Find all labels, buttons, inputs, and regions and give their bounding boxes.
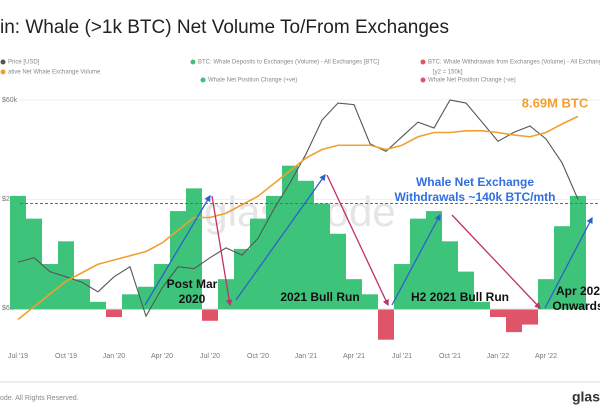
bar — [426, 211, 442, 310]
arrow — [326, 174, 389, 307]
arrows — [144, 173, 593, 309]
x-tick-label: Oct '20 — [247, 353, 269, 360]
legend-label: Whale Net Position Change (-ve) — [428, 78, 516, 84]
legend-swatch — [420, 59, 426, 65]
legend-swatch — [0, 69, 6, 75]
legend-label: BTC: Whale Withdrawals from Exchanges (V… — [428, 60, 600, 66]
bar — [122, 294, 138, 310]
arrow — [544, 216, 593, 309]
bar — [458, 271, 474, 310]
bar — [474, 301, 490, 310]
legend: Price [USD] ative Net Whale Exchange Volu… — [0, 59, 600, 84]
legend-swatch — [200, 77, 206, 83]
arrow — [391, 213, 441, 306]
annotation: Apr 202 — [556, 284, 600, 298]
arrow — [451, 214, 541, 309]
x-tick-label: Jan '21 — [295, 353, 317, 360]
bar — [170, 211, 186, 310]
legend-label: [y2 = 150k] — [433, 70, 463, 76]
bar — [362, 294, 378, 310]
legend-label: Whale Net Position Change (+ve) — [208, 78, 297, 84]
logo: glas — [572, 389, 600, 405]
bar — [522, 309, 538, 325]
legend-label: BTC: Whale Deposits to Exchanges (Volume… — [198, 60, 379, 66]
legend-label: ative Net Whale Exchange Volume — [8, 70, 101, 76]
x-tick-label: Jul '21 — [392, 353, 412, 360]
bar — [378, 309, 394, 340]
legend-swatch — [190, 59, 196, 65]
bar — [314, 203, 330, 310]
bar — [26, 218, 42, 310]
bar — [266, 195, 282, 310]
arrow — [235, 173, 326, 301]
footer: ode. All Rights Reserved. — [0, 395, 79, 402]
bar — [186, 188, 202, 310]
bar — [234, 248, 250, 310]
annotation: 8.69M BTC — [522, 95, 589, 110]
bar — [154, 264, 170, 310]
x-tick-label: Oct '21 — [439, 353, 461, 360]
x-tick-label: Apr '20 — [151, 353, 173, 360]
bar — [346, 279, 362, 310]
x-tick-label: Oct '19 — [55, 353, 77, 360]
line — [17, 115, 579, 321]
annotation: H2 2021 Bull Run — [411, 290, 509, 304]
y-tick-label: $6k — [2, 305, 14, 312]
bar — [202, 309, 218, 321]
bar — [282, 165, 298, 310]
legend-swatch — [420, 77, 426, 83]
annotation: Onwards — [552, 299, 600, 313]
x-tick-label: Apr '21 — [343, 353, 365, 360]
y-tick-label: $60k — [2, 97, 18, 104]
bar — [250, 218, 266, 310]
x-tick-label: Jul '19 — [8, 353, 28, 360]
annotation: Whale Net Exchange — [416, 175, 534, 189]
chart-title: in: Whale (>1k BTC) Net Volume To/From E… — [0, 17, 449, 38]
bar — [42, 264, 58, 310]
x-tick-label: Jan '20 — [103, 353, 125, 360]
bar — [58, 241, 74, 310]
annotation: 2020 — [179, 292, 206, 306]
bar — [538, 279, 554, 310]
line — [17, 99, 579, 318]
bar — [410, 218, 426, 310]
bar — [330, 233, 346, 310]
bar — [570, 195, 586, 310]
annotation: 2021 Bull Run — [280, 290, 359, 304]
arrow — [144, 194, 211, 306]
bar — [74, 279, 90, 310]
bar — [106, 309, 122, 318]
bar — [442, 241, 458, 310]
bar — [298, 180, 314, 310]
legend-swatch — [0, 59, 6, 65]
x-tick-label: Apr '22 — [535, 353, 557, 360]
x-tick-label: Jan '22 — [487, 353, 509, 360]
annotation: Post Mar — [167, 277, 218, 291]
annotation: Withdrawals ~140k BTC/mth — [395, 190, 556, 204]
bar — [554, 226, 570, 310]
bar — [506, 309, 522, 333]
legend-label: Price [USD] — [8, 60, 40, 66]
bar — [10, 195, 26, 310]
x-tick-label: Jul '20 — [200, 353, 220, 360]
y-tick-label: $20k — [2, 196, 18, 203]
bar — [490, 309, 506, 318]
arrow — [211, 195, 233, 307]
bar — [90, 301, 106, 310]
